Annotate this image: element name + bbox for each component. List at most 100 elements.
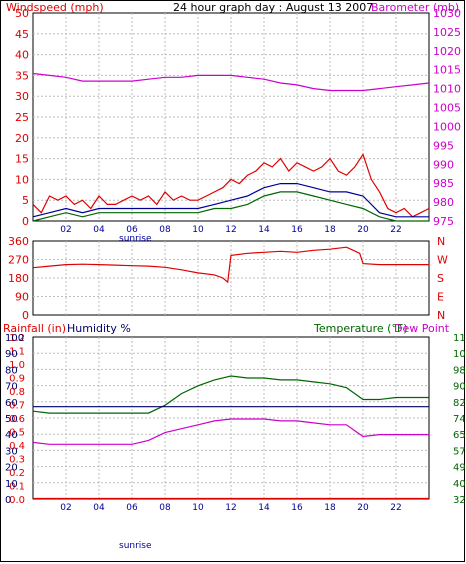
humidity-tick-label: 80 [5,365,18,376]
rainfall-axis-label: Rainfall (in) [3,322,66,335]
baro-tick-label: 995 [433,139,454,152]
x-tick-label-top: 16 [291,225,303,235]
x-tick-label-bottom: 08 [159,503,171,513]
wind-tick-label: 0 [22,215,29,228]
windspeed-axis-label: Windspeed (mph) [6,1,104,14]
temp-tick-label: 115 [453,333,466,344]
wind-tick-label: 20 [15,132,29,145]
x-tick-label-bottom: 18 [324,503,336,513]
compass-tick-label: N [437,235,445,248]
temp-tick-label: 107 [453,349,466,360]
rain-tick-label: 0.4 [9,441,25,452]
baro-tick-label: 975 [433,215,454,228]
temp-tick-label: 57 [453,446,466,457]
x-tick-label-top: 22 [390,225,401,235]
humidity-tick-label: 90 [5,349,18,360]
temperature-axis-label: Temperature (°F) [313,322,408,335]
humidity-axis-label: Humidity % [67,322,131,335]
wind-tick-label: 10 [15,173,29,186]
humidity-tick-label: 20 [5,463,18,474]
humidity-tick-label: 100 [5,333,24,344]
x-tick-label-top: 10 [192,225,204,235]
x-tick-label-top: 06 [126,225,138,235]
chart-title: 24 hour graph day : August 13 2007 [173,1,373,14]
baro-tick-label: 980 [433,196,454,209]
x-tick-label-top: 18 [324,225,336,235]
baro-tick-label: 1020 [433,45,461,58]
dewpoint-axis-label: Dew Point [394,322,450,335]
x-tick-label-bottom: 04 [93,503,105,513]
temp-tick-label: 90 [453,382,466,393]
direction-tick-label: 360 [8,235,29,248]
wind-tick-label: 35 [15,69,29,82]
rain-tick-label: 0.8 [9,387,25,398]
direction-tick-label: 180 [8,272,29,285]
series-line-temperature [32,375,429,414]
rain-tick-label: 0.6 [9,414,25,425]
baro-tick-label: 1030 [433,7,461,20]
x-tick-label-bottom: 12 [225,503,236,513]
rain-tick-label: 1.2 [9,333,25,344]
direction-tick-label: 90 [15,291,29,304]
rain-tick-label: 0.0 [9,495,25,506]
wind-tick-label: 45 [15,28,29,41]
series-line-3 [32,191,429,222]
rain-tick-label: 0.9 [9,374,25,385]
direction-tick-label: 0 [22,309,29,322]
series-line-dew-point [32,418,429,445]
rain-tick-label: 0.2 [9,468,25,479]
sunrise-label-bottom: sunrise [119,541,152,551]
compass-tick-label: N [437,309,445,322]
temp-tick-label: 49 [453,463,466,474]
baro-tick-label: 1010 [433,83,461,96]
humidity-tick-label: 0 [5,495,11,506]
compass-tick-label: E [437,291,444,304]
x-tick-label-bottom: 10 [192,503,204,513]
rain-tick-label: 0.7 [9,401,25,412]
temp-tick-label: 98 [453,365,466,376]
x-tick-label-top: 08 [159,225,171,235]
humidity-tick-label: 70 [5,382,18,393]
x-tick-label-top: 12 [225,225,236,235]
humidity-tick-label: 30 [5,446,18,457]
baro-tick-label: 1005 [433,102,461,115]
humidity-tick-label: 10 [5,479,18,490]
series-line-0 [32,72,430,92]
baro-tick-label: 985 [433,177,454,190]
x-tick-label-top: 20 [357,225,369,235]
wind-tick-label: 50 [15,7,29,20]
x-tick-label-top: 14 [258,225,270,235]
wind-tick-label: 25 [15,111,29,124]
wind-tick-label: 15 [15,153,29,166]
temp-tick-label: 82 [453,398,466,409]
baro-tick-label: 1000 [433,120,461,133]
wind-tick-label: 30 [15,90,29,103]
humidity-tick-label: 50 [5,414,18,425]
compass-tick-label: S [437,272,444,285]
x-tick-label-bottom: 02 [60,503,71,513]
rain-tick-label: 1.1 [9,347,25,358]
sunrise-label-top: sunrise [119,234,152,244]
humidity-tick-label: 60 [5,398,18,409]
series-line-2 [32,183,429,218]
baro-tick-label: 1025 [433,26,461,39]
direction-tick-label: 270 [8,254,29,267]
temp-tick-label: 32 [453,495,466,506]
wind-tick-label: 40 [15,49,29,62]
x-tick-label-bottom: 16 [291,503,303,513]
rain-tick-label: 0.3 [9,455,25,466]
x-tick-label-bottom: 22 [390,503,401,513]
temp-tick-label: 74 [453,414,466,425]
baro-tick-label: 1015 [433,64,461,77]
x-tick-label-bottom: 06 [126,503,138,513]
barometer-axis-label: Barometer (mb) [371,1,459,14]
series-line-1 [32,153,430,218]
rain-tick-label: 0.5 [9,428,25,439]
compass-tick-label: W [437,254,448,267]
humidity-tick-label: 40 [5,430,18,441]
x-tick-label-bottom: 14 [258,503,270,513]
x-tick-label-top: 04 [93,225,105,235]
wind-tick-label: 5 [22,194,29,207]
